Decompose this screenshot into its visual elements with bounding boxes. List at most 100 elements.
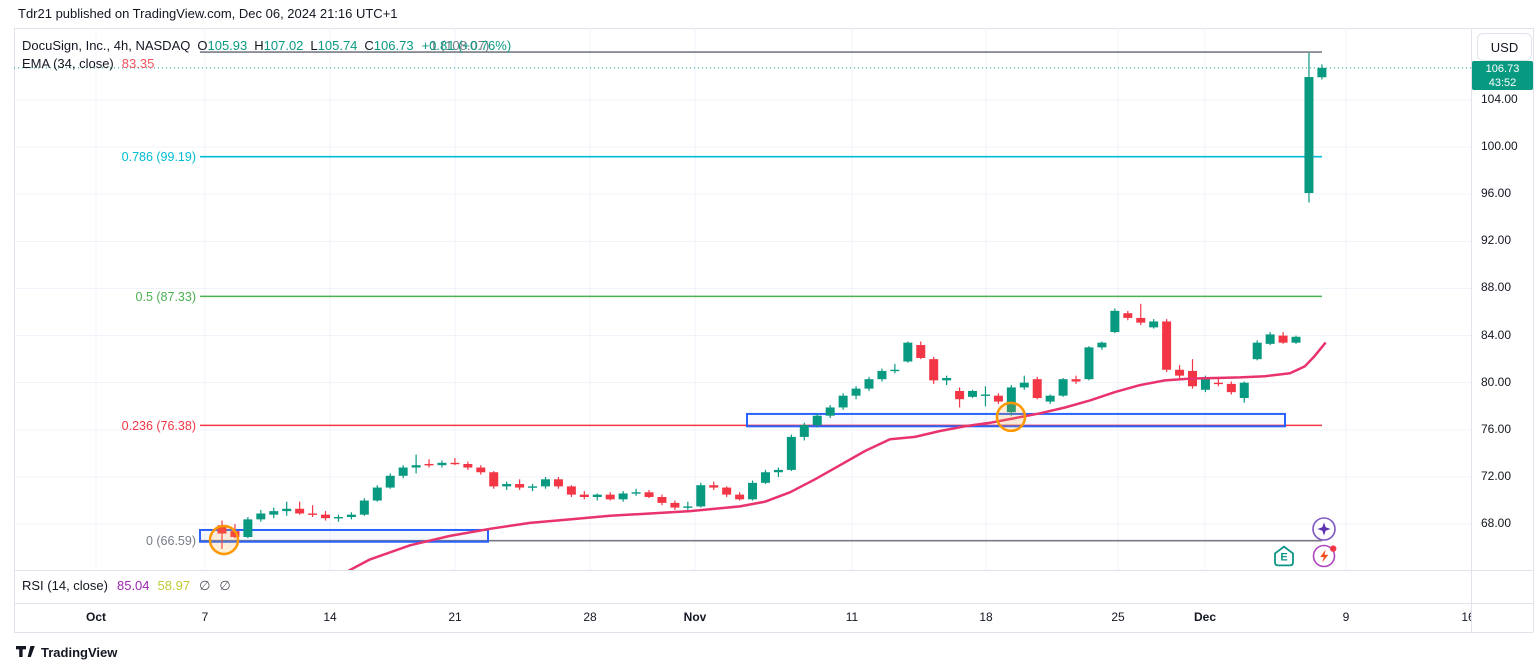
time-label-day: 7 xyxy=(201,610,209,624)
widget-right-border xyxy=(1533,28,1534,632)
candle-body xyxy=(709,485,719,488)
candle-body xyxy=(644,492,654,497)
time-label-day: 14 xyxy=(323,610,337,624)
candle-body xyxy=(812,415,822,426)
time-label-day: 18 xyxy=(979,610,993,624)
candle-body xyxy=(735,494,745,500)
publish-header: Tdr21 published on TradingView.com, Dec … xyxy=(18,6,398,21)
candle-body xyxy=(890,369,900,372)
rsi-value-secondary: 58.97 xyxy=(157,578,191,593)
candle-body xyxy=(385,475,395,488)
candle-body xyxy=(1317,67,1327,78)
sparkle-button[interactable] xyxy=(1312,517,1336,546)
candle-body xyxy=(1149,321,1159,328)
circle-drawing[interactable] xyxy=(995,401,1027,433)
rectangle-drawing[interactable] xyxy=(199,528,489,543)
candle-body xyxy=(838,395,848,408)
currency-button[interactable]: USD xyxy=(1477,33,1532,61)
candle-body xyxy=(1071,379,1081,382)
price-tick-label: 76.00 xyxy=(1481,421,1512,436)
pane-divider-bottom[interactable] xyxy=(14,603,1533,604)
rsi-title[interactable]: RSI (14, close) xyxy=(22,578,108,593)
candle-body xyxy=(372,487,382,501)
candle-body xyxy=(786,436,796,470)
candle-body xyxy=(605,494,615,500)
candle-body xyxy=(1162,321,1172,370)
candle-body xyxy=(1226,383,1236,393)
price-tick-label: 88.00 xyxy=(1481,280,1512,295)
candle-body xyxy=(1110,310,1120,333)
rsi-legend[interactable]: RSI (14, close) 85.04 58.97 ∅ ∅ xyxy=(22,578,231,594)
flash-icon xyxy=(1312,544,1337,568)
rsi-empty-value-2: ∅ xyxy=(219,578,231,593)
tradingview-logo[interactable]: TradingView xyxy=(16,645,117,660)
symbol-title[interactable]: DocuSign, Inc., 4h, NASDAQ xyxy=(22,38,191,53)
candle-body xyxy=(256,513,266,520)
ema-legend[interactable]: EMA (34, close) 83.35 xyxy=(22,56,154,71)
earnings-badge[interactable]: E xyxy=(1272,544,1296,573)
rsi-value-main: 85.04 xyxy=(116,578,150,593)
time-label-month: Dec xyxy=(1193,610,1217,624)
ema-line xyxy=(347,342,1327,570)
change-value: +0.81 (+0.76%) xyxy=(421,38,512,53)
circle-drawing[interactable] xyxy=(208,524,240,556)
candle-body xyxy=(683,506,693,508)
fib-level-label: 0 (66.59) xyxy=(146,534,196,548)
candle-body xyxy=(528,486,538,488)
candle-body xyxy=(515,484,525,488)
candle-body xyxy=(217,525,227,534)
candle-body xyxy=(942,378,952,381)
candle-body xyxy=(502,484,512,487)
candle-body xyxy=(993,395,1003,402)
price-tick-label: 72.00 xyxy=(1481,468,1512,483)
flash-button[interactable] xyxy=(1312,543,1338,573)
candle-body xyxy=(308,513,318,515)
candle-body xyxy=(968,390,978,397)
widget-left-border xyxy=(14,28,15,632)
tradingview-brand-text: TradingView xyxy=(41,645,118,660)
candle-body xyxy=(1058,379,1068,396)
svg-text:E: E xyxy=(1280,552,1287,564)
candle-body xyxy=(1097,342,1107,348)
price-tick-label: 68.00 xyxy=(1481,516,1512,531)
time-scale[interactable]: Oct 7 14 21 28 Nov 11 18 25 Dec 9 16 xyxy=(14,603,1471,632)
candle-body xyxy=(476,467,486,473)
time-label-day: 11 xyxy=(845,610,859,624)
candle-body xyxy=(424,464,434,466)
candle-body xyxy=(825,407,835,416)
candle-body xyxy=(489,472,499,487)
candle-body xyxy=(799,425,809,437)
price-scale-separator[interactable] xyxy=(1471,28,1472,632)
candle-body xyxy=(1136,317,1146,323)
candle-body xyxy=(1291,336,1301,343)
candle-body xyxy=(955,390,965,400)
price-tick-label: 96.00 xyxy=(1481,186,1512,201)
candle-body xyxy=(1006,387,1016,413)
close-value: 106.73 xyxy=(373,38,414,53)
candle-body xyxy=(437,462,447,466)
candle-body xyxy=(411,465,421,468)
fib-level-label: 0.786 (99.19) xyxy=(122,150,196,164)
candle-body xyxy=(773,469,783,473)
candle-body xyxy=(748,482,758,500)
candle-body xyxy=(670,502,680,508)
candle-body xyxy=(282,508,292,512)
last-price: 106.73 xyxy=(1485,63,1520,75)
open-label: O xyxy=(197,38,208,53)
time-label-day: 9 xyxy=(1342,610,1350,624)
ema-title[interactable]: EMA (34, close) xyxy=(22,56,114,71)
pane-divider-top[interactable] xyxy=(14,570,1533,571)
widget-top-border xyxy=(14,28,1533,29)
candle-body xyxy=(1123,313,1133,318)
fib-level-label: 0.236 (76.38) xyxy=(122,419,196,433)
candle-body xyxy=(295,508,305,514)
last-price-badge: 106.73 43:52 xyxy=(1472,61,1533,90)
candle-body xyxy=(321,514,331,519)
high-value: 107.02 xyxy=(263,38,304,53)
symbol-legend[interactable]: DocuSign, Inc., 4h, NASDAQ O105.93 H107.02… xyxy=(22,38,511,53)
candle-body xyxy=(1084,347,1094,380)
candle-body xyxy=(1265,334,1275,344)
time-label-day: 25 xyxy=(1111,610,1125,624)
rectangle-drawing[interactable] xyxy=(746,412,1286,428)
